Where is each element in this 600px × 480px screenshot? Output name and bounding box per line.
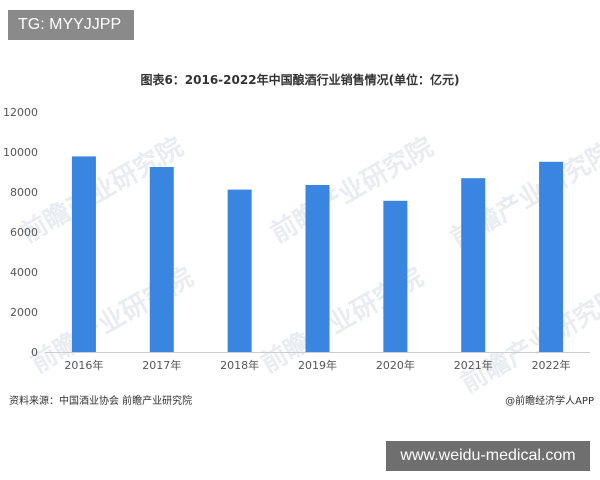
chart-title: 图表6：2016-2022年中国酿酒行业销售情况(单位：亿元) [140, 73, 460, 87]
x-tick-label: 2018年 [220, 358, 259, 372]
bar [227, 189, 252, 352]
x-axis-ticks: 2016年 2017年 2018年 2019年 2020年 2021年 2022年 [64, 358, 570, 372]
bar [539, 161, 564, 352]
bar [71, 156, 96, 352]
bar [383, 200, 408, 352]
x-tick-label: 2020年 [376, 358, 415, 372]
y-tick-label: 8000 [10, 186, 38, 199]
bar [305, 185, 330, 352]
y-tick-label: 12000 [3, 106, 38, 119]
y-tick-label: 0 [31, 346, 38, 359]
x-tick-label: 2016年 [64, 358, 103, 372]
y-tick-label: 2000 [10, 306, 38, 319]
y-tick-label: 10000 [3, 146, 38, 159]
x-tick-label: 2021年 [454, 358, 493, 372]
bar [461, 178, 486, 352]
top-left-watermark: TG: MYYJJPP [8, 10, 134, 40]
y-tick-label: 4000 [10, 266, 38, 279]
bar [149, 167, 174, 352]
x-tick-label: 2022年 [532, 358, 571, 372]
bars [71, 156, 564, 352]
bottom-right-watermark: www.weidu-medical.com [386, 441, 590, 471]
x-tick-label: 2017年 [142, 358, 181, 372]
source-note: 资料来源：中国酒业协会 前瞻产业研究院 [9, 396, 193, 407]
x-tick-label: 2019年 [298, 358, 337, 372]
credit-note: @前瞻经济学人APP [505, 396, 594, 407]
y-axis-ticks: 0 2000 4000 6000 8000 10000 12000 [3, 106, 38, 359]
y-tick-label: 6000 [10, 226, 38, 239]
